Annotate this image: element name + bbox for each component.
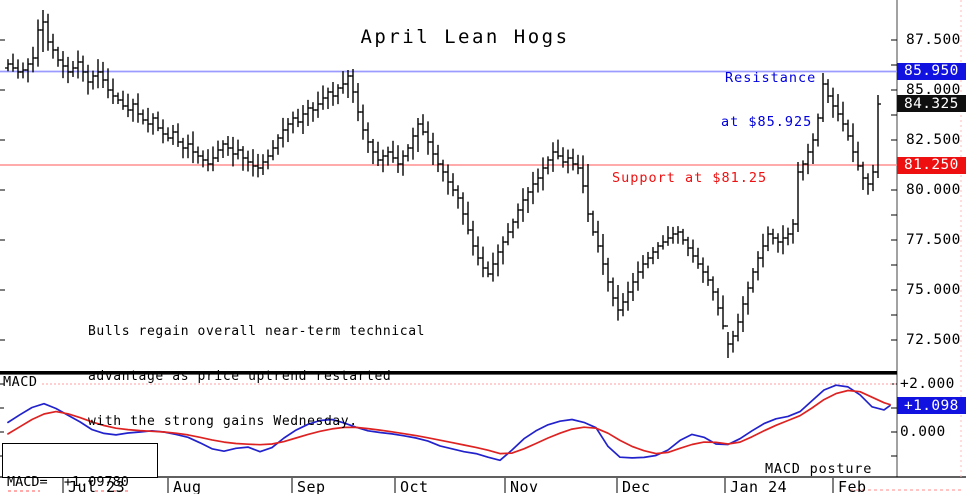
axis-label-82.500: 82.500 xyxy=(906,132,961,148)
month-label-Jan-24: Jan 24 xyxy=(730,478,788,494)
commentary-line1: Bulls regain overall near-term technical xyxy=(88,324,426,339)
axis-label-72.500: 72.500 xyxy=(906,332,961,348)
axis-label-75.000: 75.000 xyxy=(906,282,961,298)
resistance-annotation-line1: Resistance xyxy=(725,70,817,87)
month-label-Sep: Sep xyxy=(297,478,326,494)
month-label-Feb: Feb xyxy=(838,478,867,494)
macd-value-line1: MACD= +1.09780 xyxy=(7,474,129,490)
macd-panel-label: MACD xyxy=(3,374,38,390)
commentary-line2: advantage as price uptrend restarted xyxy=(88,369,392,384)
commentary-line3: with the strong gains Wednesday. xyxy=(88,414,358,429)
axis-label-80.000: 80.000 xyxy=(906,182,961,198)
axis-label-+2.000: +2.000 xyxy=(900,376,955,392)
month-label-Dec: Dec xyxy=(622,478,651,494)
axis-label-77.500: 77.500 xyxy=(906,232,961,248)
month-label-Aug: Aug xyxy=(173,478,202,494)
month-label-Oct: Oct xyxy=(400,478,429,494)
axis-tag-84.325: 84.325 xyxy=(897,95,966,112)
resistance-annotation: Resistance at $85.925 xyxy=(721,42,817,159)
macd-values-box: MACD= +1.09780 MACDA= +1.13513 xyxy=(2,443,158,490)
macd-posture-annotation: MACD posture is neutral xyxy=(765,432,872,494)
month-label-Nov: Nov xyxy=(510,478,539,494)
support-annotation: Support at $81.25 xyxy=(612,170,768,186)
commentary-text: Bulls regain overall near-term technical… xyxy=(88,294,425,459)
axis-tag-+1.098: +1.098 xyxy=(897,397,966,415)
chart-title: April Lean Hogs xyxy=(360,26,570,48)
axis-tag-81.250: 81.250 xyxy=(897,156,966,174)
resistance-annotation-line2: at $85.925 xyxy=(721,113,813,130)
macd-posture-line1: MACD posture xyxy=(765,461,873,477)
axis-label-0.000: 0.000 xyxy=(900,424,946,440)
axis-label-85.000: 85.000 xyxy=(906,82,961,98)
axis-tag-85.950: 85.950 xyxy=(897,62,966,80)
month-label-Jul-23: Jul 23 xyxy=(68,478,126,494)
axis-label-87.500: 87.500 xyxy=(906,32,961,48)
